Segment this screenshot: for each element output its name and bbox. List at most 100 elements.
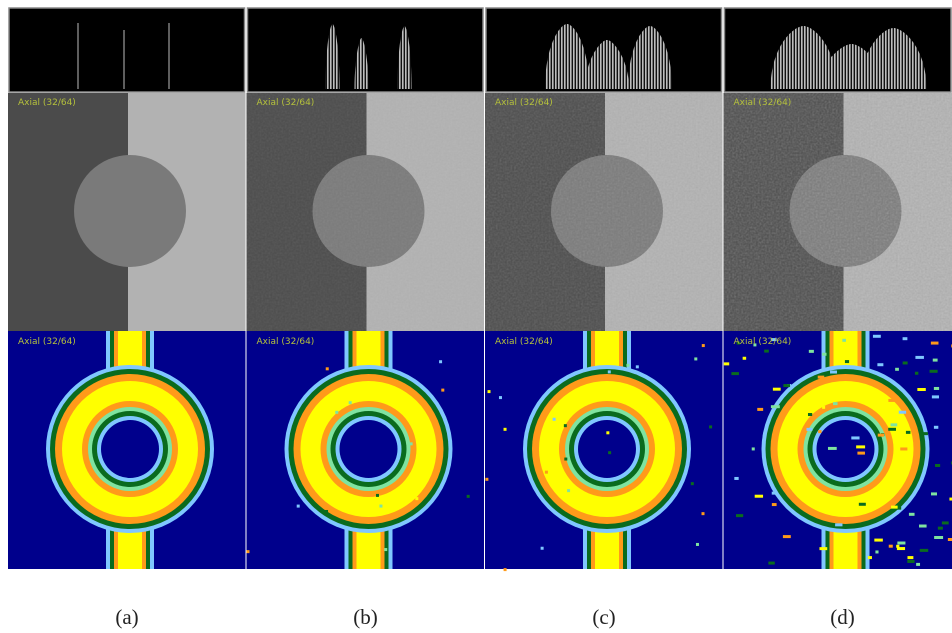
map-speckle — [933, 359, 938, 362]
map-speckle — [842, 339, 846, 342]
map-speckle — [903, 337, 908, 340]
map-label: Axial (32/64) — [495, 337, 553, 347]
image-noise — [724, 93, 952, 331]
map-ring — [340, 420, 398, 478]
map-speckle — [467, 495, 470, 498]
map-speckle — [859, 503, 866, 506]
page: {"panels": [ {"image_label": "Axial (32/… — [0, 0, 952, 633]
map-speckle — [932, 395, 939, 398]
map-speckle — [874, 539, 883, 542]
map-speckle — [297, 505, 300, 508]
map-speckle — [709, 425, 712, 428]
map-label: Axial (32/64) — [257, 337, 315, 347]
map-speckle — [694, 357, 697, 360]
map-speckle — [830, 371, 837, 374]
map-speckle — [841, 360, 844, 363]
map-speckle — [485, 478, 488, 481]
map-speckle — [807, 428, 813, 431]
map-ring — [817, 420, 875, 478]
map-speckle — [919, 525, 927, 528]
map-speckle — [734, 477, 738, 480]
map-ring — [578, 420, 636, 478]
map-speckle — [608, 370, 611, 373]
map-speckle — [889, 545, 893, 548]
map-speckle — [920, 432, 928, 435]
map-speckle — [626, 364, 629, 367]
image-disc — [74, 155, 186, 267]
map-speckle — [906, 431, 910, 434]
map-speckle — [878, 434, 884, 437]
map-speckle — [917, 388, 925, 391]
map-speckle — [755, 495, 763, 498]
map-speckle — [439, 360, 442, 363]
map-speckle — [504, 568, 507, 571]
map-speckle — [325, 510, 328, 513]
panel-column: Axial (32/64) Axial (32/64) — [8, 8, 247, 569]
map-speckle — [934, 536, 943, 539]
map-speckle — [942, 521, 949, 524]
map-speckle — [897, 542, 905, 545]
map-speckle — [553, 418, 556, 421]
map-speckle — [819, 547, 827, 550]
histogram-box — [9, 8, 245, 92]
map-speckle — [818, 376, 825, 379]
map-speckle — [891, 506, 898, 509]
map-speckle — [868, 556, 872, 559]
map-speckle — [934, 387, 939, 390]
map-speckle — [897, 547, 905, 550]
map-speckle — [757, 408, 763, 411]
map-speckle — [931, 492, 937, 495]
map-speckle — [488, 390, 491, 393]
map-speckle — [948, 538, 952, 541]
image-label: Axial (32/64) — [257, 98, 315, 108]
map-speckle — [545, 471, 548, 474]
map-speckle — [636, 365, 639, 368]
map-speckle — [931, 342, 939, 345]
map-speckle — [771, 405, 780, 408]
map-speckle — [916, 563, 920, 566]
map-speckle — [851, 436, 859, 439]
map-speckle — [808, 413, 812, 416]
panel-column: Axial (32/64) Axial (32/64) — [247, 8, 486, 569]
map-speckle — [903, 361, 908, 364]
map-speckle — [326, 367, 329, 370]
map-speckle — [783, 535, 791, 538]
image-label: Axial (32/64) — [18, 98, 76, 108]
caption: (c) — [592, 605, 615, 629]
map-speckle — [900, 447, 907, 450]
map-speckle — [335, 411, 338, 414]
map-speckle — [441, 389, 444, 392]
map-speckle — [743, 357, 747, 360]
map-speckle — [818, 430, 821, 433]
map-ring — [101, 420, 159, 478]
map-speckle — [384, 548, 387, 551]
map-speckle — [935, 464, 940, 467]
caption: (d) — [830, 605, 855, 629]
map-speckle — [702, 512, 705, 515]
map-speckle — [875, 550, 878, 553]
map-speckle — [915, 372, 918, 375]
map-speckle — [856, 445, 865, 448]
map-speckle — [247, 550, 250, 553]
map-speckle — [349, 401, 352, 404]
panel-column: Axial (32/64)Axial (32/64) — [724, 8, 952, 569]
map-speckle — [768, 562, 774, 565]
map-label: Axial (32/64) — [18, 337, 76, 347]
image-noise — [485, 93, 724, 331]
map-speckle — [731, 372, 739, 375]
map-speckle — [909, 513, 915, 516]
map-speckle — [907, 556, 913, 559]
map-speckle — [809, 350, 814, 353]
map-speckle — [833, 402, 838, 405]
map-speckle — [907, 560, 914, 563]
map-speckle — [376, 494, 379, 497]
map-speckle — [499, 396, 502, 399]
map-label: Axial (32/64) — [734, 337, 792, 347]
map-speckle — [702, 344, 705, 347]
map-speckle — [920, 549, 928, 552]
map-speckle — [691, 482, 694, 485]
map-speckle — [930, 370, 938, 373]
panel-column: Axial (32/64)Axial (32/64) — [485, 8, 724, 571]
map-speckle — [822, 353, 826, 356]
map-speckle — [564, 458, 567, 461]
